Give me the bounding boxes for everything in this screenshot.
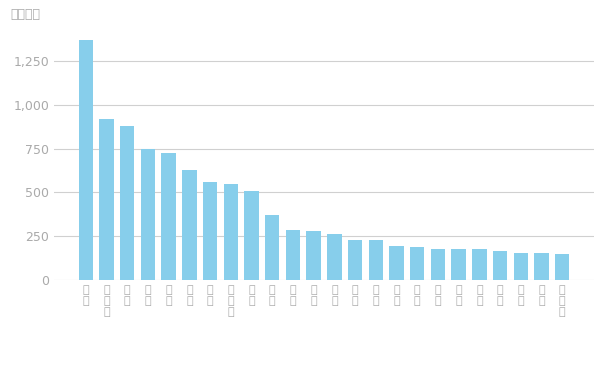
Bar (514, 253, 528, 280)
Bar (472, 249, 487, 280)
Bar (389, 246, 404, 280)
Bar (451, 249, 466, 280)
Bar (493, 251, 508, 280)
Bar (99, 119, 114, 280)
Bar (120, 126, 134, 280)
Bar (327, 234, 341, 280)
Bar (244, 191, 259, 280)
Bar (410, 247, 424, 280)
Bar (182, 170, 197, 280)
Bar (79, 40, 93, 280)
Bar (307, 231, 321, 280)
Text: （万人）: （万人） (11, 8, 41, 21)
Bar (431, 249, 445, 280)
Bar (286, 230, 300, 280)
Bar (224, 184, 238, 280)
Bar (203, 182, 217, 280)
Bar (368, 240, 383, 280)
Bar (265, 215, 280, 280)
Bar (348, 239, 362, 280)
Bar (161, 153, 176, 280)
Bar (534, 253, 549, 280)
Bar (140, 148, 155, 280)
Bar (555, 254, 569, 280)
